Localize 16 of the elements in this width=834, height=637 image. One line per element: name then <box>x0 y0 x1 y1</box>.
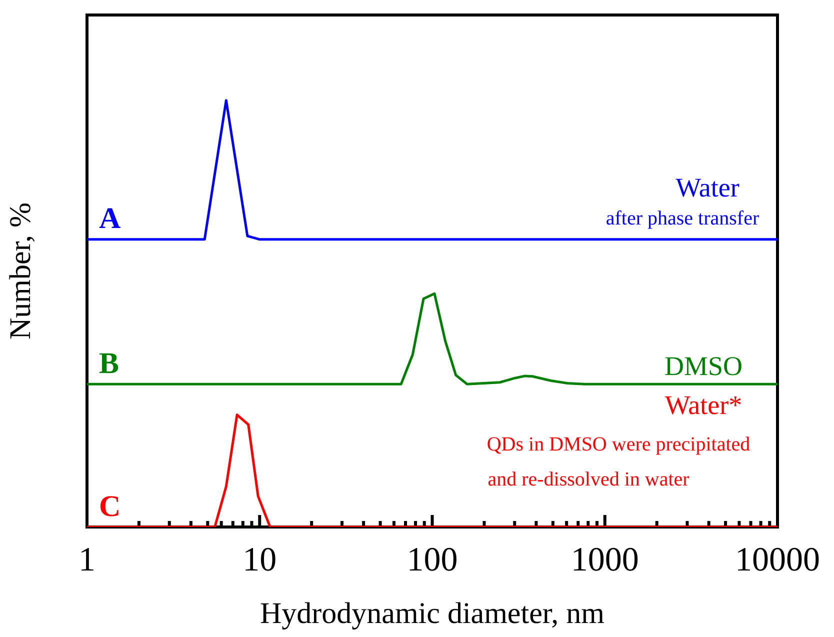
x-tick-label: 10 <box>242 541 277 578</box>
series-label: A <box>99 202 121 236</box>
annotation: DMSO <box>664 351 743 382</box>
x-tick-label: 1000 <box>570 541 639 578</box>
series-label: B <box>99 346 120 380</box>
annotation: Water <box>676 172 740 203</box>
x-tick-label: 100 <box>406 541 458 578</box>
annotation: and re-dissolved in water <box>488 468 690 490</box>
x-axis-title: Hydrodynamic diameter, nm <box>260 596 605 630</box>
series-label: C <box>99 490 121 523</box>
annotation: after phase transfer <box>606 208 760 230</box>
x-tick-label: 1 <box>78 541 96 578</box>
y-axis-title: Number, % <box>4 202 37 340</box>
x-tick-label: 10000 <box>735 541 820 578</box>
annotation: Water* <box>664 390 742 420</box>
annotation: QDs in DMSO were precipitated <box>486 433 750 456</box>
